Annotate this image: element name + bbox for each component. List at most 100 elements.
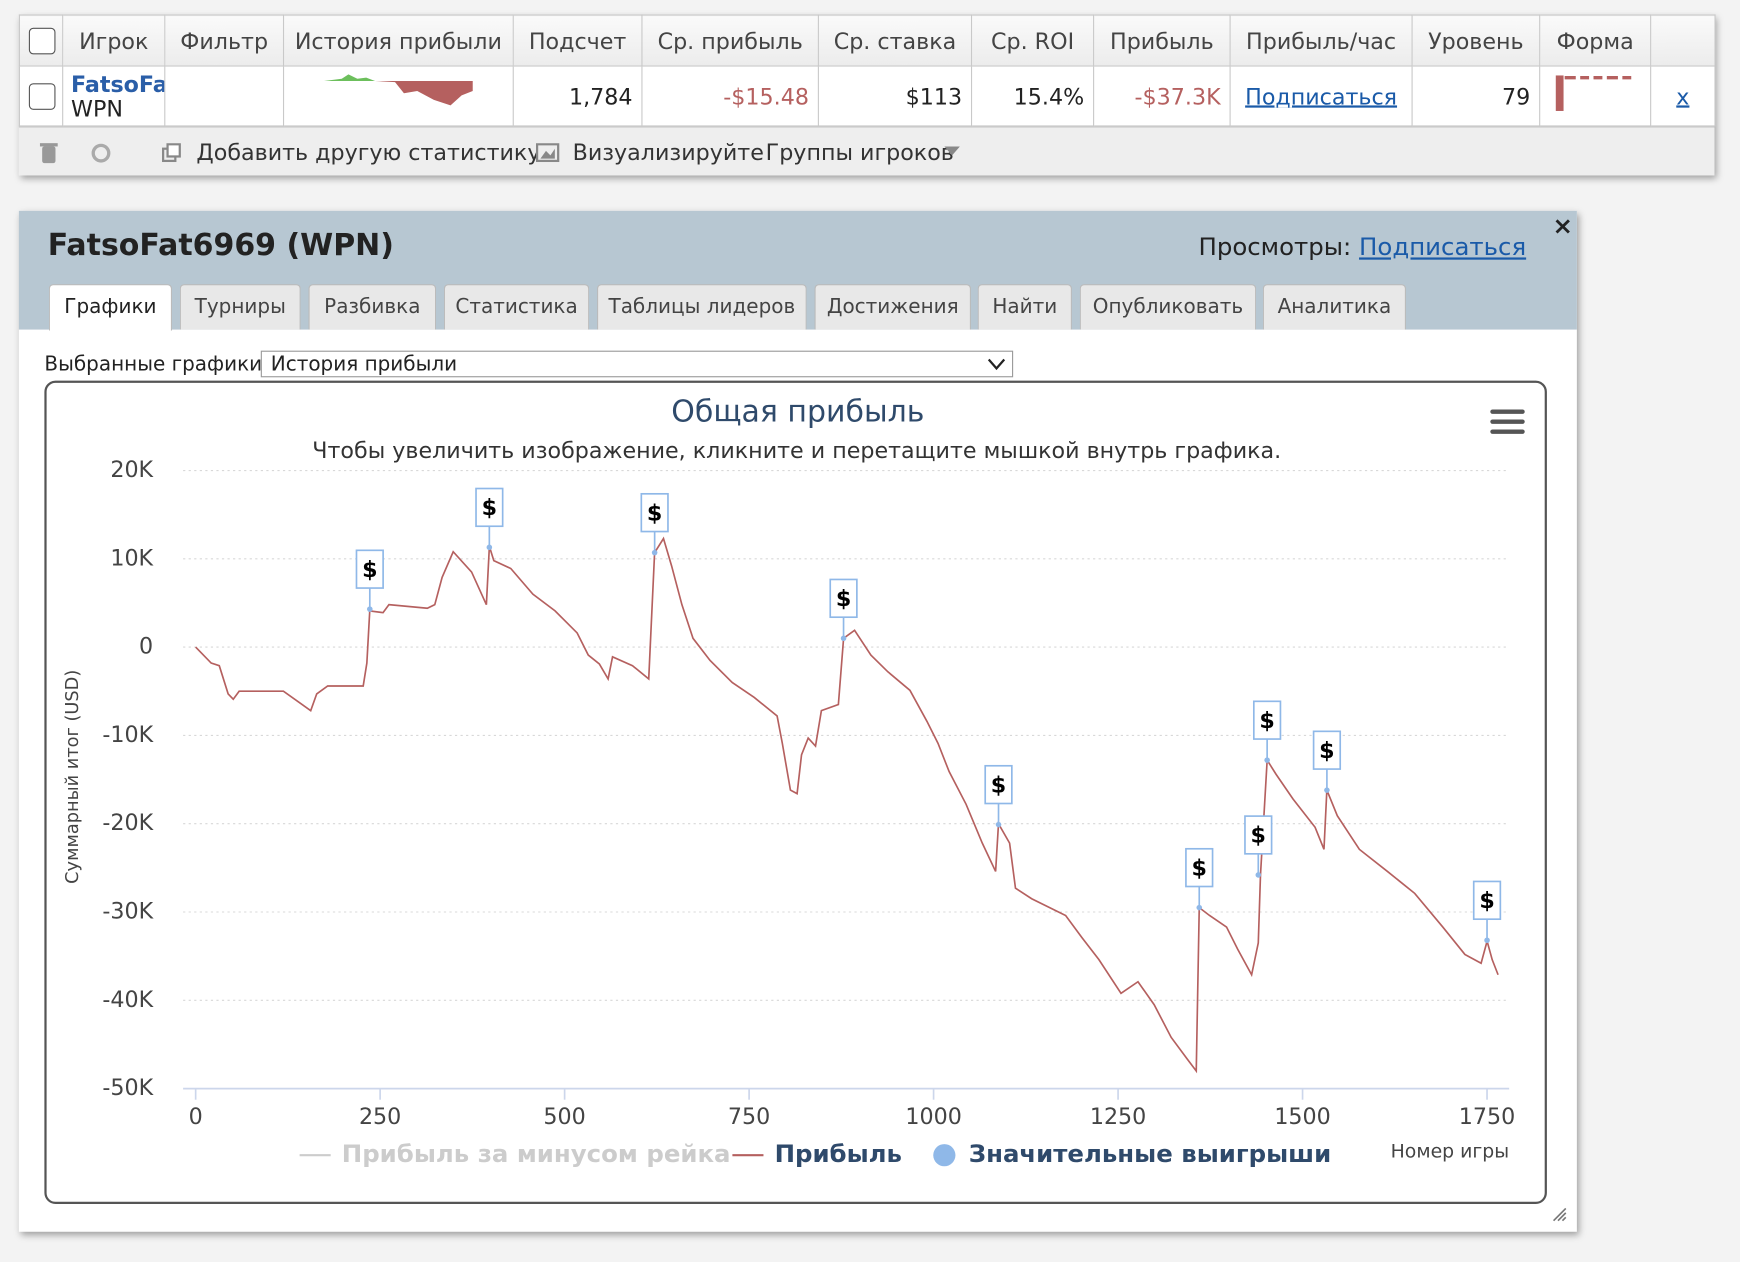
tab[interactable]: Таблицы лидеров (597, 284, 807, 330)
y-tick-label: -50K (102, 1075, 154, 1101)
player-groups[interactable]: Группы игроков (765, 138, 954, 166)
win-point (1324, 787, 1330, 793)
legend-label: Значительные выигрыши (969, 1139, 1331, 1168)
y-tick-label: 0 (139, 634, 153, 660)
data-row: FatsoFatWPN 1,784 -$15.48 $113 15.4% -$3… (18, 65, 1716, 127)
tab[interactable]: Турниры (179, 284, 301, 330)
x-tick-label: 750 (728, 1104, 770, 1130)
win-point (995, 821, 1002, 828)
x-tick-label: 1500 (1274, 1104, 1330, 1130)
profit-hour: Подписаться (1229, 65, 1413, 127)
y-tick-label: -30K (102, 899, 154, 925)
flag-label: $ (362, 557, 377, 583)
menu-button[interactable] (1490, 409, 1525, 434)
x-axis-label: Номер игры (1391, 1140, 1510, 1162)
flag-label: $ (647, 500, 662, 526)
remove-link[interactable]: x (1676, 82, 1690, 110)
tab[interactable]: Достижения (814, 284, 971, 330)
form-cell (1539, 65, 1652, 127)
y-tick-label: 20K (110, 457, 154, 483)
header[interactable]: Форма (1539, 14, 1652, 67)
add-stat[interactable]: Добавить другую статистику (196, 138, 541, 166)
header[interactable]: Ср. прибыль (641, 14, 819, 67)
flag (1472, 880, 1502, 921)
header[interactable]: Прибыль (1093, 14, 1231, 67)
win-point (1264, 757, 1270, 763)
header[interactable]: Уровень (1411, 14, 1541, 67)
flag-label: $ (1479, 888, 1494, 914)
flag (984, 764, 1013, 805)
flag-label: $ (1259, 708, 1274, 734)
visualize-icon (535, 143, 560, 163)
select-all[interactable] (18, 14, 64, 67)
win-point (1255, 872, 1262, 878)
legend-item[interactable]: Значительные выигрыши (933, 1139, 1331, 1168)
flag (1312, 730, 1342, 770)
sparkline-cell (282, 65, 514, 127)
table: Игрок Фильтр История прибыли Подсчет Ср.… (18, 14, 1716, 127)
tab[interactable]: Опубликовать (1079, 284, 1257, 330)
visualize[interactable]: Визуализируйте (572, 138, 764, 166)
legend-item[interactable]: Прибыль за минусом рейка (299, 1139, 731, 1168)
remove-cell: x (1650, 65, 1716, 127)
tab[interactable]: Аналитика (1262, 284, 1406, 330)
dropdown-arrow (944, 146, 960, 156)
win-point (367, 606, 373, 612)
chart-frame (44, 380, 1547, 1205)
close-button[interactable]: × (1552, 213, 1573, 241)
selector-value: История прибыли (270, 352, 458, 377)
add-icon (162, 143, 181, 163)
header[interactable]: Подсчет (512, 14, 643, 67)
flag (829, 578, 858, 619)
views-link[interactable]: Подписаться (1359, 234, 1527, 262)
panel-header: FatsoFat6969 (WPN) Просмотры: Подписатьс… (18, 210, 1577, 331)
tab[interactable]: Статистика (443, 284, 590, 330)
header-blank (1650, 14, 1716, 67)
player-name[interactable]: FatsoFat (71, 70, 164, 98)
y-axis-label: Суммарный итог (USD) (63, 670, 83, 884)
x-tick-label: 1750 (1459, 1104, 1515, 1130)
chart-selector[interactable]: История прибыли (260, 350, 1014, 378)
panel-title: FatsoFat6969 (WPN) (47, 228, 394, 263)
header[interactable]: Игрок (62, 14, 166, 67)
flag (1185, 847, 1214, 888)
tab[interactable]: Разбивка (308, 284, 437, 330)
filter-cell (164, 65, 285, 127)
header[interactable]: Прибыль/час (1229, 14, 1413, 67)
y-tick-label: -40K (102, 987, 154, 1013)
win-point (840, 635, 847, 642)
win-point (486, 544, 493, 551)
y-tick-label: 10K (110, 545, 154, 571)
views-label: Просмотры: (1198, 234, 1352, 262)
resize-handle[interactable] (1550, 1205, 1568, 1223)
flag-label: $ (1251, 823, 1266, 849)
flag-label: $ (1319, 738, 1334, 764)
row-select[interactable] (18, 65, 64, 127)
header-row: Игрок Фильтр История прибыли Подсчет Ср.… (18, 14, 1716, 67)
player-site: WPN (71, 94, 123, 122)
toolbar-icons (39, 143, 111, 164)
flag (1252, 700, 1282, 740)
tab[interactable]: Графики (48, 284, 173, 331)
player-panel: FatsoFat6969 (WPN) Просмотры: Подписатьс… (18, 210, 1577, 1232)
tab[interactable]: Найти (977, 284, 1072, 330)
header[interactable]: История прибыли (282, 14, 514, 67)
legend-symbol (933, 1144, 956, 1167)
header[interactable]: Ср. ROI (970, 14, 1095, 67)
x-tick-label: 1250 (1090, 1104, 1146, 1130)
win-point (1196, 904, 1203, 911)
legend-item[interactable]: Прибыль (732, 1139, 902, 1168)
flag (1244, 815, 1273, 855)
x-tick-label: 250 (359, 1104, 401, 1130)
subscribe-link[interactable]: Подписаться (1245, 82, 1398, 110)
y-tick-label: -10K (102, 722, 154, 748)
count: 1,784 (512, 65, 643, 127)
level: 79 (1411, 65, 1541, 127)
flag (355, 549, 384, 589)
avg-profit: -$15.48 (641, 65, 819, 127)
profit: -$37.3K (1093, 65, 1231, 127)
toolbar: Добавить другую статистику Визуализируйт… (18, 126, 1715, 176)
y-tick-label: -20K (102, 810, 154, 836)
flag-label: $ (482, 495, 497, 521)
